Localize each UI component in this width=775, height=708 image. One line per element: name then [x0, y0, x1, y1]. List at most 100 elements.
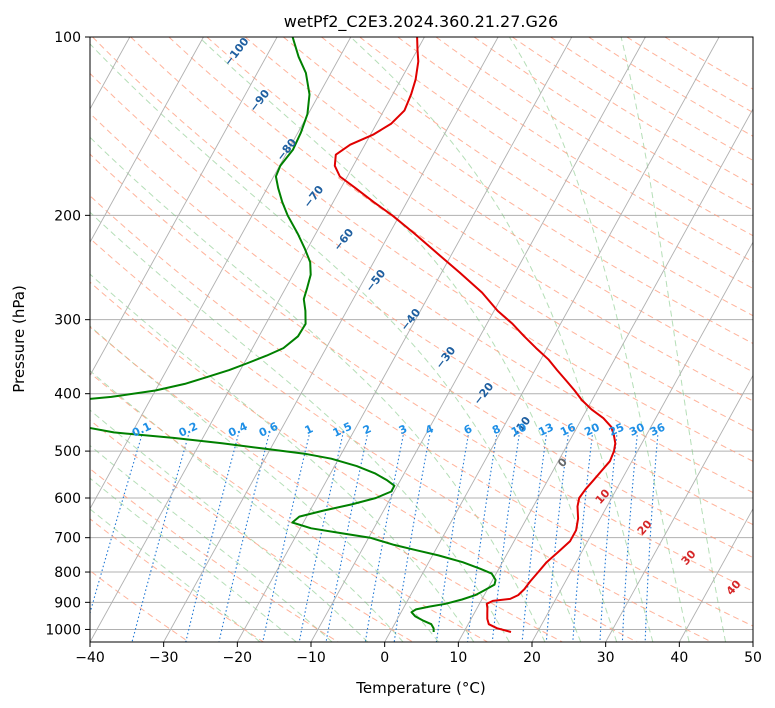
isotherm-line — [90, 37, 204, 244]
pressure-grid — [90, 37, 753, 630]
isotherm-line — [163, 37, 499, 642]
plot-area: −100−90−80−70−60−50−40−30−20−100.1 0.2 0.4… — [0, 35, 753, 642]
isotherm-line — [0, 37, 56, 642]
y-axis: 100 200 300 400 500 600 700 800 900 1000 — [45, 30, 90, 638]
x-tick-label: 40 — [670, 650, 688, 666]
dry-adiabat-label: −100 — [222, 35, 252, 69]
moist-adiabat — [198, 37, 618, 642]
y-axis-title: Pressure (hPa) — [10, 285, 28, 393]
dry-adiabat — [90, 195, 753, 627]
y-tick-label: 1000 — [45, 622, 81, 638]
dry-adiabat — [90, 419, 414, 642]
y-tick-label: 200 — [54, 208, 81, 224]
dry-adiabat-label: −70 — [301, 183, 327, 211]
moist-adiabat — [508, 37, 690, 642]
isotherm-line — [752, 641, 753, 642]
y-tick-label: 700 — [54, 531, 81, 547]
x-tick-label: 0 — [380, 650, 389, 666]
dry-adiabat — [130, 37, 753, 462]
dry-adiabat — [90, 518, 264, 642]
mixing-ratio-line — [435, 435, 469, 642]
moist-adiabat — [90, 477, 297, 642]
mixing-ratio-line — [393, 435, 431, 642]
moist-adiabats — [90, 37, 727, 642]
mixing-ratio-label: 3 — [397, 422, 409, 437]
y-tick-label: 400 — [54, 387, 81, 403]
x-axis-title: Temperature (°C) — [355, 679, 485, 697]
dry-adiabat — [90, 72, 753, 526]
dry-adiabat — [90, 326, 563, 642]
isotherm-line — [236, 37, 573, 642]
dry-adiabat-label: −80 — [274, 136, 300, 164]
dry-adiabat — [168, 37, 753, 432]
isotherm-line — [90, 37, 352, 510]
moist-adiabat — [90, 444, 333, 642]
dewpoint-profile — [90, 426, 497, 633]
dry-adiabat — [90, 372, 488, 642]
mixing-ratio-label: 16 — [558, 420, 578, 438]
isotherm-line — [90, 37, 278, 377]
dry-adiabat — [90, 570, 190, 642]
dry-adiabat — [90, 281, 638, 642]
mixing-ratio-label: 0.1 — [130, 420, 153, 440]
mixing-ratio-label: 30 — [627, 420, 647, 438]
mixing-ratio-label: 0.2 — [177, 420, 200, 440]
mixing-ratio-line — [572, 435, 593, 642]
temperature-profile — [333, 37, 617, 633]
isotherm-line — [90, 37, 425, 642]
dry-adiabat-label: −50 — [363, 267, 389, 295]
mixing-ratio-line — [131, 435, 189, 642]
moist-adiabat — [90, 136, 546, 642]
x-tick-label: 50 — [744, 650, 762, 666]
mixing-ratio-lines — [90, 435, 659, 642]
y-tick-label: 600 — [54, 491, 81, 507]
moist-adiabat — [90, 211, 510, 642]
mixing-ratio-label: 10 — [509, 420, 529, 438]
x-axis: −40 −30 −20 −10 0 10 20 30 40 50 — [75, 642, 762, 666]
mixing-ratio-line — [325, 435, 368, 642]
dry-adiabat — [92, 37, 753, 494]
chart-title: wetPf2_C2E3.2024.360.21.27.G26 — [284, 12, 558, 32]
moist-adiabat — [90, 409, 369, 642]
dry-adiabat — [90, 237, 712, 642]
moist-adiabat — [90, 370, 404, 642]
x-tick-label: 10 — [449, 650, 467, 666]
mixing-ratio-line — [185, 435, 239, 642]
dry-adiabat — [588, 37, 753, 137]
dry-adiabat — [664, 37, 753, 90]
dry-adiabat — [283, 37, 753, 345]
isotherms — [0, 37, 753, 642]
profile-lines — [90, 37, 617, 633]
isotherm-line — [531, 241, 753, 642]
mixing-ratio-line — [521, 435, 547, 642]
isotherm-line — [310, 37, 646, 642]
mixing-ratio-line — [262, 435, 310, 642]
moist-adiabat — [90, 508, 261, 642]
mixing-ratio-line — [644, 435, 659, 642]
mixing-ratio-line — [466, 435, 498, 642]
dry-adiabat — [90, 112, 753, 559]
isotherm-line — [384, 37, 720, 642]
y-tick-label: 100 — [54, 30, 81, 46]
isotherm-line — [605, 374, 753, 642]
mixing-ratio-line — [218, 435, 270, 642]
dewpoint-profile — [90, 37, 312, 400]
mixing-ratio-line — [621, 435, 638, 642]
plot-frame — [89, 36, 754, 643]
mixing-ratio-label: 8 — [490, 422, 502, 437]
isotherm-line — [457, 108, 753, 642]
dry-adiabat — [321, 37, 753, 317]
mixing-ratio-line — [298, 435, 344, 642]
y-tick-label: 900 — [54, 595, 81, 611]
mixing-ratio-label: 20 — [582, 420, 602, 438]
dry-adiabat — [90, 153, 753, 592]
mixing-ratio-line — [545, 435, 569, 642]
x-tick-label: −30 — [149, 650, 179, 666]
mixing-ratio-line — [491, 435, 520, 642]
mixing-ratio-label: 25 — [607, 421, 626, 439]
moist-adiabat-label: 30 — [679, 547, 699, 567]
isopleth-labels: −100−90−80−70−60−50−40−30−20−100.1 0.2 0.4… — [130, 35, 744, 598]
dry-adiabat-label: −60 — [331, 226, 357, 254]
x-tick-label: −40 — [75, 650, 105, 666]
